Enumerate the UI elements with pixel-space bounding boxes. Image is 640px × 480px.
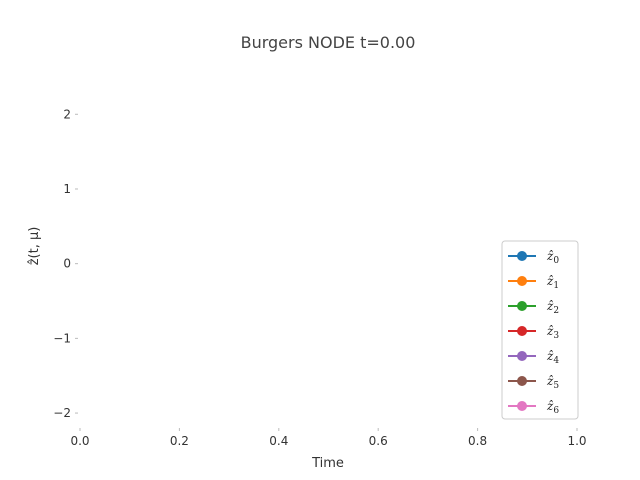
y-axis: 2 1 0 −1 −2 <box>53 107 78 420</box>
legend-label-subscript: 6 <box>553 406 559 416</box>
legend-label: ẑ0 <box>546 249 559 266</box>
legend-label: ẑ5 <box>546 374 559 391</box>
legend-label-name: ẑ <box>546 299 554 313</box>
legend-marker <box>517 326 527 336</box>
x-tick-label: 0.6 <box>369 434 388 448</box>
legend-label-subscript: 5 <box>553 381 559 391</box>
legend-marker <box>517 351 527 361</box>
legend-label-subscript: 4 <box>553 356 559 366</box>
x-axis-title: Time <box>311 456 344 471</box>
legend-label: ẑ6 <box>546 399 559 416</box>
legend-label-name: ẑ <box>546 324 554 338</box>
legend-label-name: ẑ <box>546 374 554 388</box>
legend-marker <box>517 276 527 286</box>
legend-label-subscript: 3 <box>553 331 559 341</box>
legend-label: ẑ3 <box>546 324 559 341</box>
legend-label-name: ẑ <box>546 399 554 413</box>
x-tick-label: 1.0 <box>567 434 586 448</box>
x-tick-label: 0.8 <box>468 434 487 448</box>
legend-label-subscript: 1 <box>553 281 559 291</box>
x-tick-label: 0.2 <box>170 434 189 448</box>
legend-label: ẑ2 <box>546 299 559 316</box>
chart-title: Burgers NODE t=0.00 <box>241 33 416 52</box>
x-tick-label: 0.0 <box>70 434 89 448</box>
legend-marker <box>517 251 527 261</box>
legend-label-subscript: 0 <box>553 256 559 266</box>
y-tick-label: −2 <box>53 406 71 420</box>
legend-label-subscript: 2 <box>553 306 559 316</box>
y-tick-label: 1 <box>63 182 71 196</box>
legend-marker <box>517 401 527 411</box>
legend-label-name: ẑ <box>546 274 554 288</box>
legend-label: ẑ4 <box>546 349 559 366</box>
y-tick-label: 0 <box>63 257 71 271</box>
legend-label: ẑ1 <box>546 274 559 291</box>
legend-label-name: ẑ <box>546 349 554 363</box>
x-tick-label: 0.4 <box>269 434 288 448</box>
legend-marker <box>517 301 527 311</box>
y-axis-title: ẑ(t, μ) <box>27 227 42 266</box>
legend-label-name: ẑ <box>546 249 554 263</box>
y-tick-label: 2 <box>63 107 71 121</box>
legend-marker <box>517 376 527 386</box>
x-axis: 0.0 0.2 0.4 0.6 0.8 1.0 <box>70 428 587 448</box>
y-tick-label: −1 <box>53 331 71 345</box>
